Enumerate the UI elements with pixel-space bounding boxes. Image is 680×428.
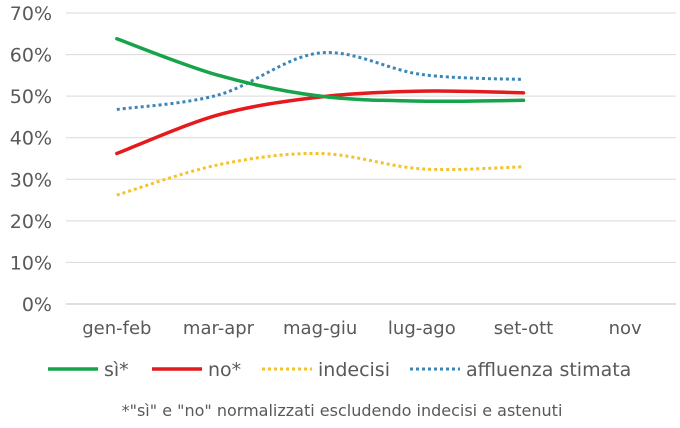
y-tick-label: 30%: [10, 169, 52, 191]
x-tick-label: set-ott: [494, 318, 553, 339]
legend-label: no*: [208, 359, 241, 381]
y-axis-ticks: 0% 10% 20% 30% 40% 50% 60% 70%: [10, 3, 52, 316]
y-tick-label: 70%: [10, 3, 52, 25]
series-lines: [115, 37, 526, 197]
series-line-affluenza: [116, 51, 524, 111]
legend-label: indecisi: [318, 359, 390, 381]
x-tick-label: mag-giu: [283, 318, 357, 339]
legend-label: affluenza stimata: [466, 359, 631, 381]
grid: [66, 12, 676, 305]
x-axis-ticks: gen-feb mar-apr mag-giu lug-ago set-ott nov: [82, 318, 642, 339]
legend-label: sì*: [104, 359, 129, 381]
y-tick-label: 40%: [10, 128, 52, 150]
legend-no: no*: [152, 359, 241, 381]
legend: sì* no* indecisi affluenza stimata: [48, 359, 631, 381]
legend-indecisi: indecisi: [262, 359, 390, 381]
x-tick-label: mar-apr: [183, 318, 255, 339]
x-tick-label: gen-feb: [82, 318, 151, 339]
footnote: *"sì" e "no" normalizzati escludendo ind…: [122, 401, 563, 420]
y-tick-label: 10%: [10, 252, 52, 274]
x-tick-label: lug-ago: [388, 318, 456, 339]
y-tick-label: 60%: [10, 45, 52, 67]
y-tick-label: 0%: [22, 294, 52, 316]
y-tick-label: 20%: [10, 211, 52, 233]
x-tick-label: nov: [609, 318, 642, 339]
legend-si: sì*: [48, 359, 129, 381]
series-line-indecisi: [116, 151, 524, 197]
series-line-si: [115, 37, 526, 104]
y-tick-label: 50%: [10, 86, 52, 108]
legend-affluenza: affluenza stimata: [410, 359, 631, 381]
